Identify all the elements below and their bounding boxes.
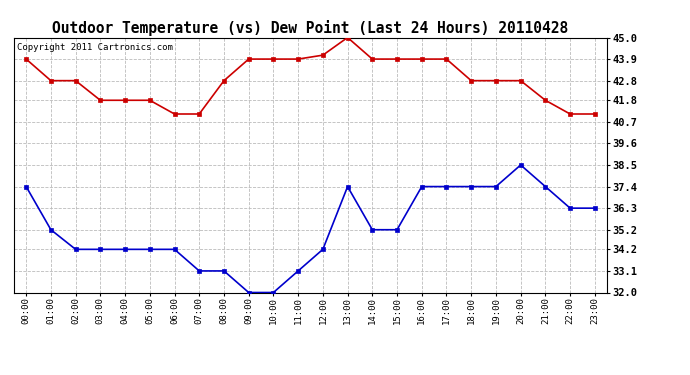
Title: Outdoor Temperature (vs) Dew Point (Last 24 Hours) 20110428: Outdoor Temperature (vs) Dew Point (Last… <box>52 20 569 36</box>
Text: Copyright 2011 Cartronics.com: Copyright 2011 Cartronics.com <box>17 43 172 52</box>
